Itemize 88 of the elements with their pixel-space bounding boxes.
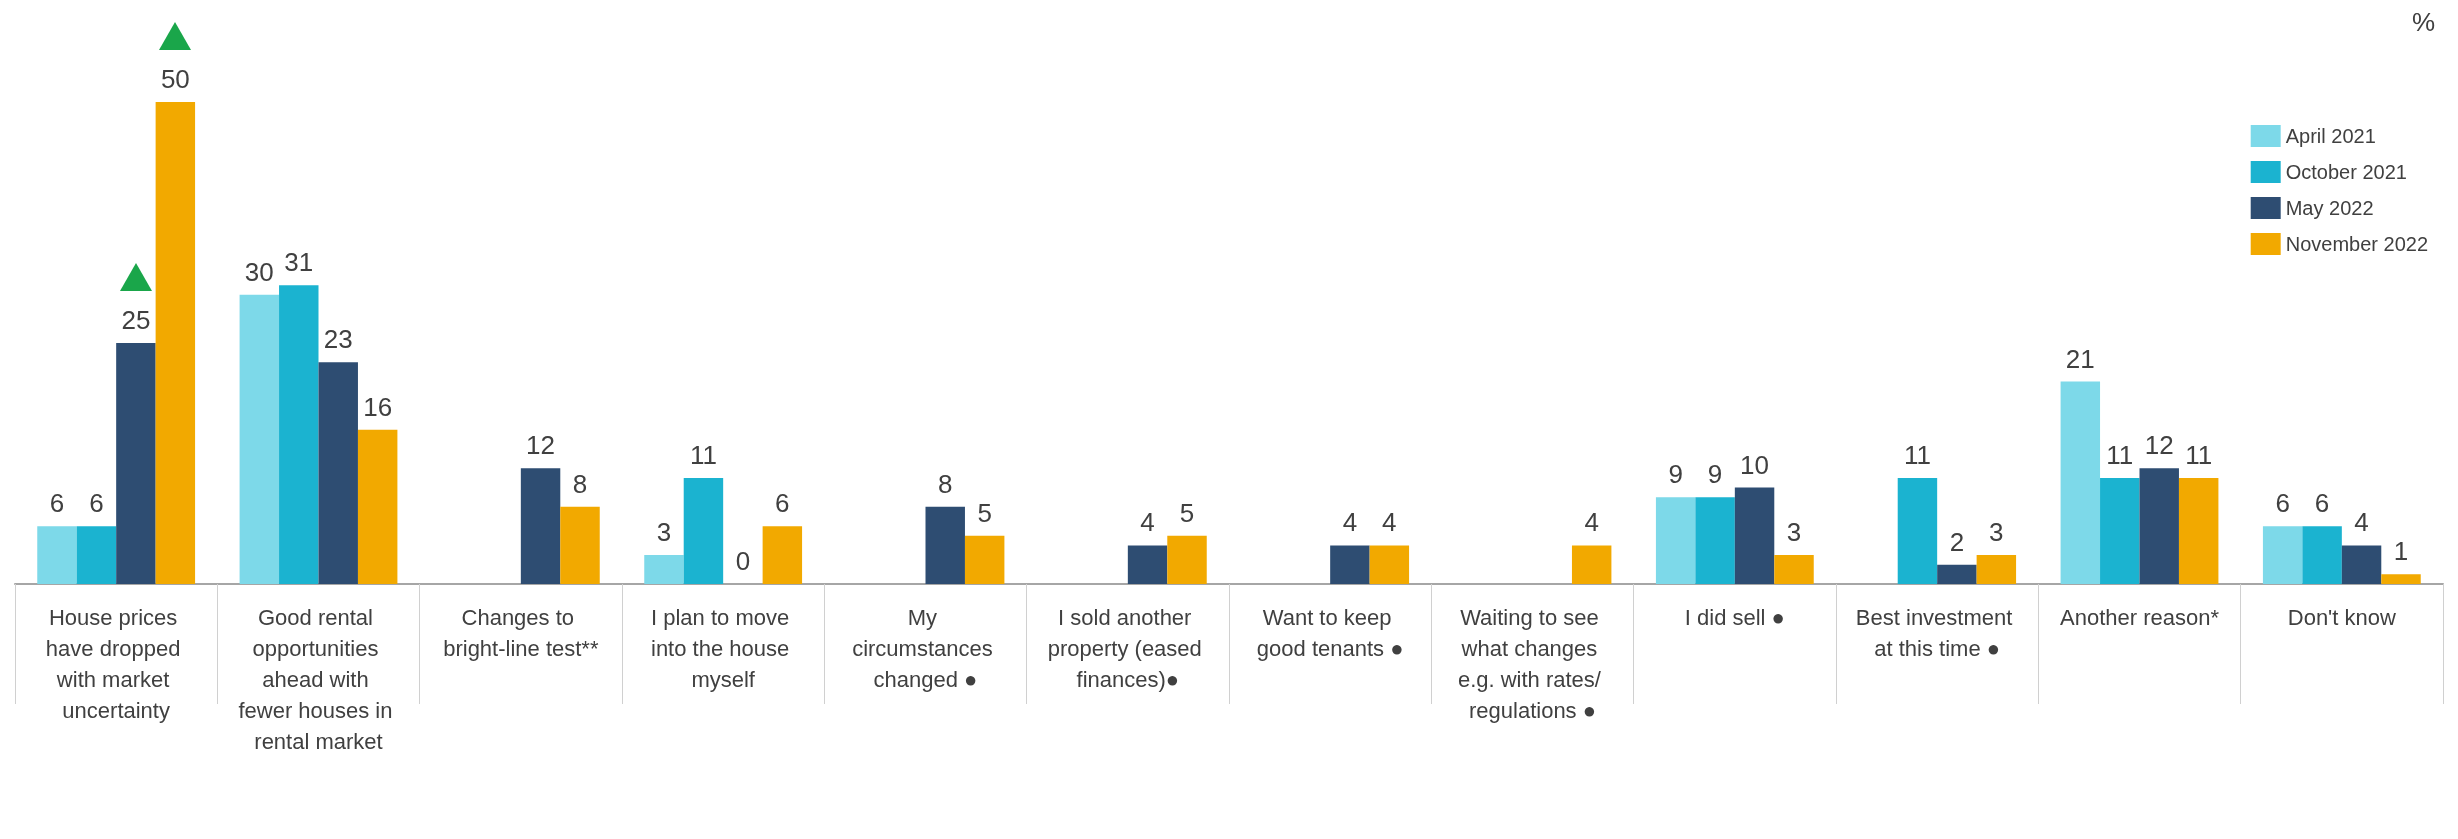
bar	[2381, 574, 2421, 584]
data-label: 3	[656, 517, 672, 548]
bar	[1774, 555, 1814, 584]
bar	[2302, 526, 2342, 584]
data-label: 21	[2065, 343, 2095, 374]
x-tick-label: House prices have dropped with market uncertainty	[45, 605, 187, 723]
x-tick-label: Don't know	[2287, 605, 2397, 630]
bar	[964, 535, 1005, 584]
data-label: 4	[1382, 507, 1397, 538]
data-label: 11	[2106, 439, 2134, 470]
data-label: 16	[363, 391, 393, 422]
data-label: 8	[572, 468, 588, 499]
bar	[1695, 497, 1735, 584]
legend-label: November 2022	[2285, 233, 2429, 255]
data-label: 5	[1179, 497, 1195, 528]
data-label: 11	[2185, 439, 2213, 470]
x-tick-label: Another reason*	[2060, 605, 2220, 630]
bar	[318, 362, 358, 584]
data-label: 6	[2275, 488, 2290, 519]
bar	[1127, 545, 1168, 584]
data-label: 4	[1140, 507, 1155, 538]
x-tick-label: Waiting to see what changes e.g. with rates/ regulations ●	[1457, 605, 1608, 723]
bar	[1897, 477, 1938, 584]
x-tick-label: I plan to move into the house myself	[650, 605, 796, 692]
bar	[37, 526, 77, 584]
bar	[155, 101, 196, 584]
data-label: 12	[2144, 430, 2174, 461]
x-tick-label: Changes to bright-line test**	[443, 605, 599, 661]
bar	[1937, 564, 1977, 584]
data-label: 11	[689, 439, 717, 470]
data-label: 5	[977, 497, 992, 528]
data-label: 50	[160, 63, 190, 94]
data-label: 6	[2314, 488, 2330, 519]
bar	[1976, 555, 2017, 584]
bar	[2139, 468, 2179, 584]
bar	[116, 342, 156, 584]
bar	[2262, 526, 2303, 584]
data-label: 12	[526, 430, 556, 461]
data-label: 31	[284, 247, 314, 278]
x-tick-label: My circumstances changed ●	[852, 605, 999, 692]
data-label: 3	[1786, 517, 1802, 548]
data-label: 8	[937, 468, 953, 499]
bar	[2341, 545, 2382, 584]
data-label: 25	[121, 304, 151, 335]
data-label: 6	[49, 488, 65, 519]
data-label: 10	[1740, 449, 1770, 480]
bar	[560, 506, 600, 584]
bar	[279, 285, 319, 584]
data-label: 3	[1989, 517, 2004, 548]
bar	[520, 468, 561, 584]
data-label: 4	[1342, 507, 1358, 538]
y-axis-title: %	[2411, 7, 2436, 37]
bar	[1734, 487, 1775, 584]
bar	[925, 506, 965, 584]
legend-label: May 2022	[2285, 197, 2374, 219]
data-label: 30	[244, 256, 274, 287]
bar	[2060, 381, 2101, 584]
data-label: 9	[1668, 459, 1683, 490]
bar	[357, 429, 398, 584]
data-label: 4	[2354, 507, 2369, 538]
bar	[1167, 535, 1207, 584]
data-label: 4	[1584, 507, 1599, 538]
bar	[1330, 545, 1370, 584]
data-label: 9	[1707, 459, 1723, 490]
bar	[644, 555, 684, 584]
bar	[2100, 477, 2140, 584]
bar	[762, 526, 803, 584]
bar	[76, 526, 117, 584]
data-label: 2	[1949, 526, 1965, 557]
bar	[1655, 497, 1696, 584]
x-tick-label: Good rental opportunities ahead with fewer houses in rental market	[238, 605, 399, 754]
data-label: 1	[2393, 536, 2409, 567]
x-tick-label: I did sell ●	[1684, 605, 1785, 630]
data-label: 11	[1903, 439, 1931, 470]
bar	[239, 294, 280, 584]
bar	[683, 477, 724, 584]
data-label: 23	[323, 324, 353, 355]
data-label: 6	[89, 488, 104, 519]
bar	[1571, 545, 1612, 584]
x-tick-label: Want to keep good tenants ●	[1256, 605, 1404, 661]
legend-label: April 2021	[2285, 125, 2376, 147]
bar	[1369, 545, 1410, 584]
bar	[2178, 477, 2219, 584]
x-tick-label: I sold another property (eased finances)●	[1047, 605, 1208, 692]
data-label: 0	[735, 546, 751, 576]
data-label: 6	[775, 488, 790, 519]
x-tick-label: Best investment at this time ●	[1855, 605, 2019, 661]
legend-label: October 2021	[2285, 161, 2407, 183]
